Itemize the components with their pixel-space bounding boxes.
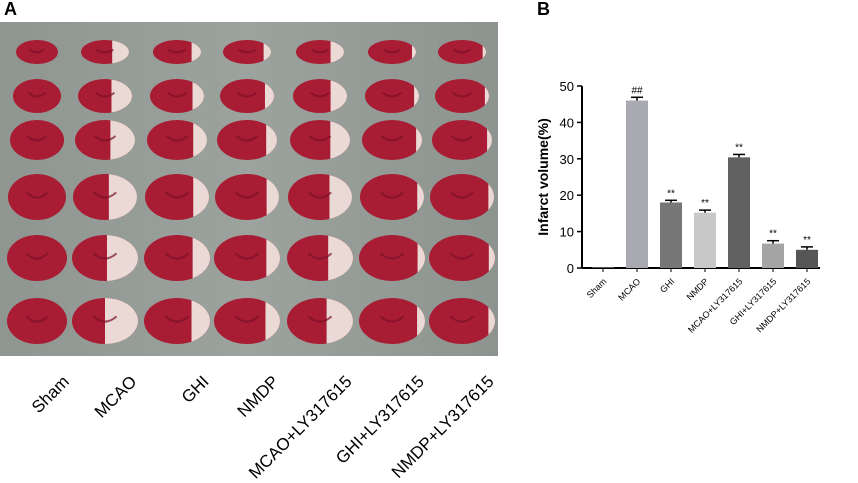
brain-slice: [78, 79, 132, 113]
x-category-label: GHI: [658, 276, 676, 294]
brain-slice: [147, 120, 207, 160]
brain-slice: [438, 40, 486, 64]
brain-slice: [365, 79, 419, 113]
brain-slice: [72, 298, 138, 344]
y-tick-label: 40: [560, 115, 574, 130]
brain-slice: [144, 298, 210, 344]
bar: [592, 267, 614, 268]
brain-slices-image: [7, 40, 495, 344]
brain-slice: [223, 40, 271, 64]
brain-slice: [435, 79, 489, 113]
brain-slice: [217, 120, 277, 160]
brain-slice: [296, 40, 344, 64]
x-category-label: Sham: [585, 276, 609, 300]
brain-slice: [7, 298, 67, 344]
brain-slice: [429, 235, 495, 281]
brain-slice: [72, 235, 138, 281]
brain-slice: [360, 174, 424, 220]
significance-label: **: [769, 229, 777, 240]
brain-slice: [288, 174, 352, 220]
brain-slice: [8, 174, 66, 220]
y-tick-label: 0: [567, 261, 574, 276]
brain-slice: [220, 79, 274, 113]
bar: [660, 202, 682, 268]
y-tick-label: 10: [560, 225, 574, 240]
significance-label: **: [803, 235, 811, 246]
photo-group-label: NMDP: [233, 372, 283, 421]
infarct-volume-bar-chart: 0 10 20 30 40 50 Infarct volume(%) Sham ## MCAO **…: [535, 79, 820, 335]
significance-label: ##: [631, 85, 643, 96]
brain-slice: [368, 40, 416, 64]
brain-slice: [430, 174, 494, 220]
x-category-label: MCAO: [616, 276, 642, 302]
significance-label: **: [667, 188, 675, 199]
brain-slice: [73, 174, 137, 220]
brain-slice: [10, 120, 64, 160]
photo-group-label: GHI: [177, 372, 213, 407]
x-category-label: NMDP: [685, 276, 711, 302]
brain-slice: [287, 235, 353, 281]
bar: [694, 212, 716, 268]
bar: [762, 243, 784, 268]
brain-slice: [432, 120, 492, 160]
y-axis-title: Infarct volume(%): [535, 118, 551, 235]
y-tick-label: 50: [560, 79, 574, 94]
brain-slice: [214, 298, 280, 344]
significance-label: **: [735, 142, 743, 153]
brain-slices-photo: [0, 22, 498, 356]
bar: [626, 100, 648, 268]
brain-slice: [214, 235, 280, 281]
y-tick-label: 20: [560, 188, 574, 203]
brain-slice: [13, 79, 61, 113]
panel-a-letter: A: [4, 0, 17, 19]
brain-slice: [429, 298, 495, 344]
bar: [796, 249, 818, 268]
brain-slice: [145, 174, 209, 220]
brain-slice: [150, 79, 204, 113]
bar: [728, 157, 750, 268]
brain-slice: [290, 120, 350, 160]
brain-slice: [287, 298, 353, 344]
brain-slice: [215, 174, 279, 220]
y-tick-label: 30: [560, 152, 574, 167]
significance-label: **: [701, 198, 709, 209]
brain-slice: [359, 235, 425, 281]
brain-slice: [7, 235, 67, 281]
brain-slice: [144, 235, 210, 281]
brain-slice: [362, 120, 422, 160]
brain-slice: [75, 120, 135, 160]
photo-group-label: MCAO: [90, 372, 141, 422]
brain-slice: [293, 79, 347, 113]
brain-slice: [359, 298, 425, 344]
photo-group-label: Sham: [27, 372, 73, 417]
brain-slice: [153, 40, 201, 64]
panel-b-letter: B: [537, 0, 550, 19]
brain-slice: [81, 40, 129, 64]
brain-slice: [16, 40, 58, 64]
